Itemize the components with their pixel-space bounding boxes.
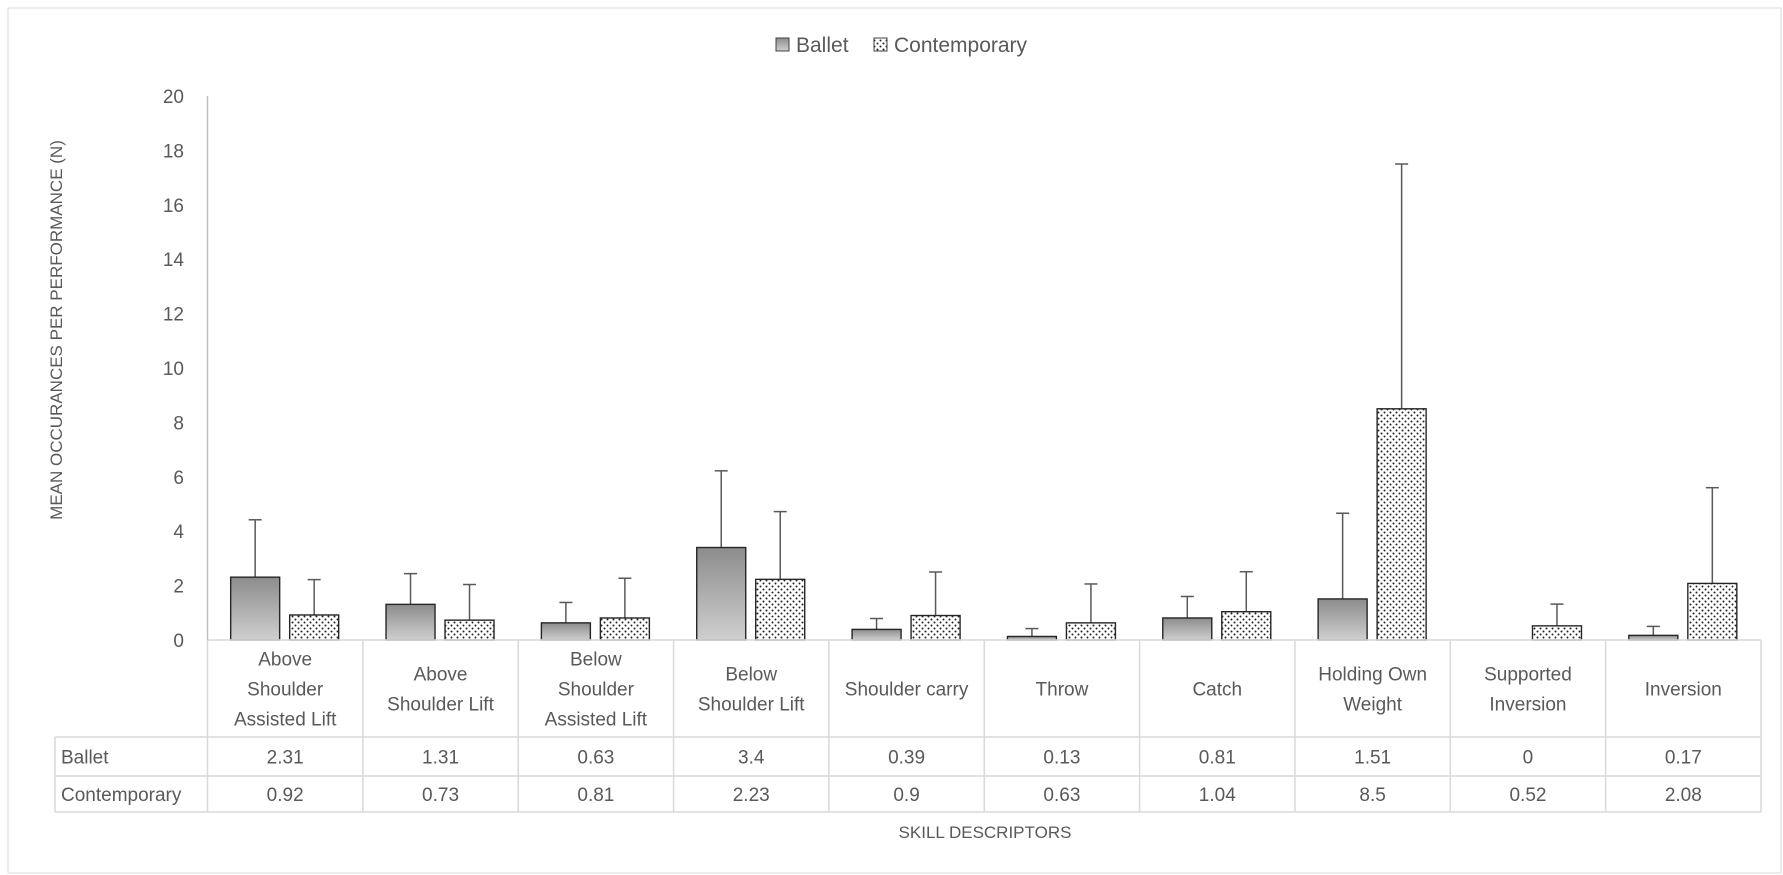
data-table <box>54 639 1762 813</box>
bar-ballet <box>385 603 436 641</box>
table-cell: 0.92 <box>267 785 304 806</box>
table-cell: 0.81 <box>577 785 614 806</box>
table-cell: 2.08 <box>1665 785 1702 806</box>
y-tick-label: 6 <box>173 468 184 489</box>
legend: Ballet Contemporary <box>775 34 1028 57</box>
table-cell: 3.4 <box>738 748 765 769</box>
table-cell: 0 <box>1523 748 1534 769</box>
table-row-label: Contemporary <box>61 785 182 806</box>
bar-contemporary <box>1531 625 1583 641</box>
y-tick-label: 20 <box>163 87 184 108</box>
bar-contemporary <box>444 619 495 641</box>
y-tick-label: 18 <box>163 141 184 162</box>
error-bars <box>248 163 1719 637</box>
category-label: Supported Inversion <box>1484 665 1572 716</box>
legend-label-contemporary: Contemporary <box>894 34 1028 57</box>
table-cell: 2.23 <box>733 785 770 806</box>
bar-contemporary <box>599 617 651 641</box>
y-tick-label: 2 <box>173 577 184 598</box>
chart-frame <box>7 7 1782 874</box>
table-cell: 0.13 <box>1043 748 1080 769</box>
category-label: Holding Own Weight <box>1318 665 1427 716</box>
table-cell: 0.73 <box>422 785 459 806</box>
table-cell: 0.39 <box>888 748 925 769</box>
x-axis-title: SKILL DESCRIPTORS <box>899 823 1072 842</box>
category-label: Inversion <box>1645 680 1722 701</box>
bar-ballet <box>540 622 592 641</box>
bar-ballet <box>1162 617 1213 641</box>
bar-contemporary <box>1687 582 1738 641</box>
y-tick-label: 16 <box>163 196 184 217</box>
table-cell: 0.81 <box>1199 748 1236 769</box>
bar-contemporary <box>1065 622 1117 641</box>
table-cell: 1.51 <box>1354 748 1391 769</box>
bar-ballet <box>696 546 747 641</box>
table-row-label: Ballet <box>61 748 109 769</box>
table-cell: 0.52 <box>1509 785 1546 806</box>
bar-contemporary <box>755 578 806 641</box>
bar-ballet <box>851 628 902 641</box>
bars <box>229 408 1738 641</box>
table-cell: 0.63 <box>577 748 614 769</box>
y-tick-label: 10 <box>163 359 184 380</box>
category-label: Above Shoulder Assisted Lift <box>234 650 337 731</box>
table-cell: 0.63 <box>1043 785 1080 806</box>
y-tick-label: 8 <box>173 413 184 434</box>
y-tick-label: 12 <box>163 305 184 326</box>
table-cell: 0.9 <box>893 785 919 806</box>
table-cell: 2.31 <box>267 748 304 769</box>
legend-swatch-ballet <box>775 37 790 52</box>
table-cells: 2.31 1.31 0.63 3.4 0.39 0.13 0.81 1.51 0 0.170.92… <box>267 748 1702 807</box>
category-label: Above Shoulder Lift <box>387 665 494 716</box>
y-tick-label: 4 <box>173 522 184 543</box>
bar-contemporary <box>1221 611 1272 641</box>
bar-contemporary <box>288 614 340 641</box>
table-row-labels: Ballet Contemporary <box>61 748 182 807</box>
y-axis-ticks: 0 2 4 6 8 10 12 14 16 18 20 <box>163 87 185 652</box>
table-cell: 8.5 <box>1359 785 1385 806</box>
legend-swatch-contemporary <box>873 37 888 52</box>
category-labels: Above Shoulder Assisted Lift Above Shoulder … <box>234 650 1722 731</box>
table-cell: 0.17 <box>1665 748 1702 769</box>
legend-label-ballet: Ballet <box>796 34 849 57</box>
category-label: Throw <box>1036 680 1089 701</box>
y-tick-label: 0 <box>173 631 184 652</box>
bar-contemporary <box>910 614 961 641</box>
y-tick-label: 14 <box>163 250 185 271</box>
y-axis-title: MEAN OCCURANCES PER PERFORMANCE (N) <box>47 140 66 520</box>
bar-ballet <box>1317 598 1368 641</box>
table-cell: 1.31 <box>422 748 459 769</box>
category-label: Below Shoulder Assisted Lift <box>545 650 648 731</box>
bar-contemporary <box>1376 408 1427 641</box>
category-label: Catch <box>1192 680 1242 701</box>
category-label: Shoulder carry <box>845 680 969 701</box>
category-label: Below Shoulder Lift <box>698 665 805 716</box>
bar-ballet <box>229 576 281 641</box>
table-cell: 1.04 <box>1199 785 1236 806</box>
